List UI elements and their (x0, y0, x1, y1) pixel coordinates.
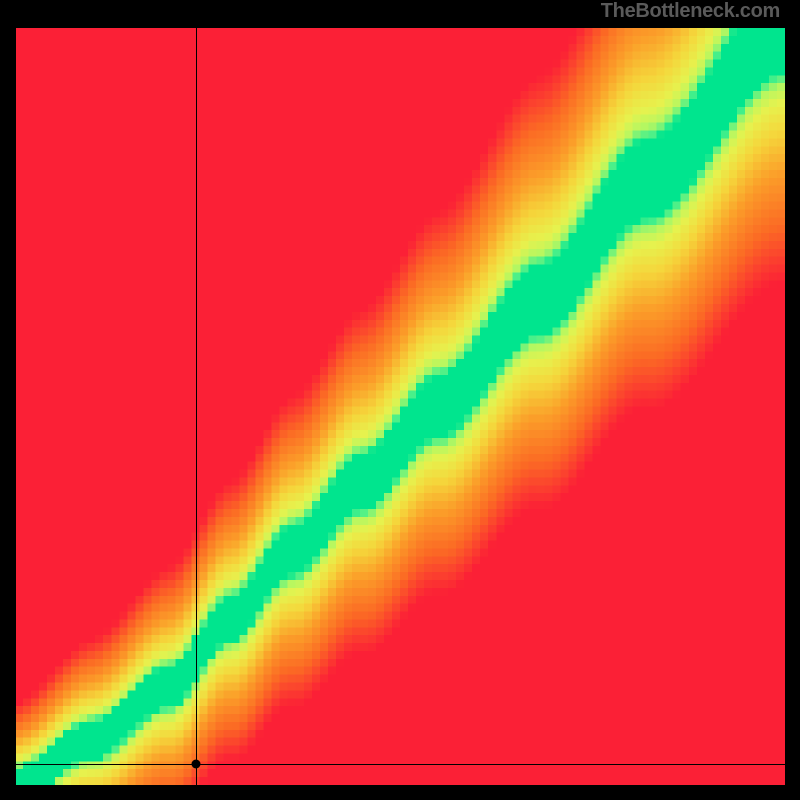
watermark-text: TheBottleneck.com (601, 0, 780, 23)
heatmap-plot-area (15, 28, 785, 785)
crosshair-vertical (196, 28, 197, 785)
crosshair-horizontal (15, 764, 785, 765)
x-axis-line (15, 785, 785, 786)
bottleneck-heatmap (15, 28, 785, 785)
crosshair-marker (191, 759, 200, 768)
y-axis-line (15, 28, 16, 785)
